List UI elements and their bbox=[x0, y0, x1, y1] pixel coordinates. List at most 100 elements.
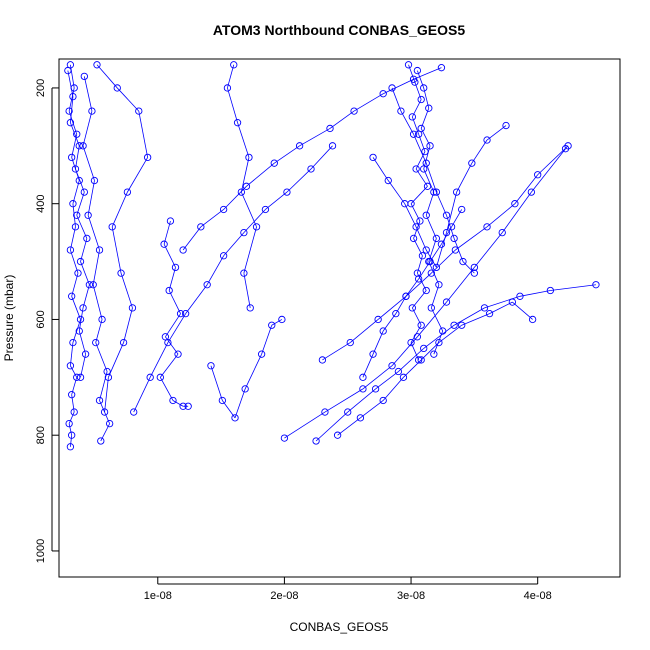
data-point bbox=[95, 396, 104, 405]
data-point bbox=[452, 188, 461, 196]
series-segment bbox=[159, 353, 179, 378]
data-point bbox=[409, 234, 418, 243]
data-point bbox=[412, 165, 420, 173]
data-point bbox=[407, 200, 415, 208]
series-segment bbox=[265, 191, 288, 210]
data-point bbox=[93, 61, 101, 69]
data-point bbox=[73, 211, 81, 219]
data-point bbox=[203, 281, 211, 289]
series-segment bbox=[489, 301, 513, 315]
series-segment bbox=[71, 296, 81, 320]
series-segment bbox=[80, 261, 90, 285]
series-segment bbox=[72, 180, 80, 204]
data-point bbox=[346, 338, 354, 347]
series-segment bbox=[514, 174, 539, 204]
series-segment bbox=[431, 249, 456, 274]
data-point bbox=[359, 385, 367, 393]
data-point bbox=[207, 362, 215, 370]
series-segment bbox=[70, 249, 79, 274]
series-segment bbox=[68, 411, 75, 424]
series-segment bbox=[404, 203, 417, 228]
series-segment bbox=[446, 215, 455, 239]
series-segment bbox=[362, 365, 393, 390]
series-segment bbox=[453, 238, 464, 262]
data-point bbox=[68, 391, 76, 399]
data-point bbox=[417, 356, 425, 364]
data-point bbox=[458, 205, 466, 214]
data-point bbox=[135, 107, 143, 115]
data-point bbox=[104, 373, 113, 381]
data-point bbox=[379, 396, 387, 405]
series-segment bbox=[430, 307, 444, 332]
data-point bbox=[356, 414, 365, 422]
data-point bbox=[240, 228, 248, 237]
data-point bbox=[402, 292, 410, 300]
data-point bbox=[97, 437, 105, 445]
data-point bbox=[65, 107, 73, 115]
series-segment bbox=[531, 148, 566, 193]
series-segment bbox=[337, 417, 361, 436]
series-segment bbox=[423, 145, 431, 170]
data-point bbox=[69, 200, 77, 208]
series-segment bbox=[372, 330, 384, 355]
x-axis-label: CONBAS_GEOS5 bbox=[290, 620, 389, 634]
series-segment bbox=[108, 342, 124, 378]
data-point bbox=[246, 304, 254, 312]
series-14 bbox=[404, 61, 432, 364]
data-point bbox=[432, 263, 441, 272]
series-13 bbox=[369, 121, 510, 272]
series-segment bbox=[243, 209, 266, 233]
data-point bbox=[66, 119, 75, 127]
series-17 bbox=[388, 84, 479, 277]
series-segment bbox=[67, 70, 74, 97]
series-segment bbox=[243, 226, 257, 274]
series-segment bbox=[70, 226, 76, 251]
series-segment bbox=[284, 411, 326, 439]
data-point bbox=[399, 373, 408, 381]
series-segment bbox=[362, 354, 374, 378]
data-point bbox=[508, 298, 517, 306]
data-point bbox=[388, 84, 396, 92]
data-point bbox=[69, 338, 77, 347]
series-segment bbox=[423, 324, 455, 349]
data-point bbox=[241, 385, 249, 393]
data-point bbox=[160, 240, 168, 248]
data-point bbox=[146, 373, 154, 381]
data-point bbox=[426, 257, 434, 266]
series-segment bbox=[104, 377, 109, 413]
series-segment bbox=[68, 110, 78, 135]
data-point bbox=[130, 408, 138, 416]
series-segment bbox=[425, 215, 437, 239]
series-segment bbox=[425, 163, 437, 193]
series-segment bbox=[244, 354, 262, 390]
series-3 bbox=[93, 61, 152, 416]
data-point bbox=[432, 234, 441, 243]
data-point bbox=[69, 92, 77, 101]
series-10 bbox=[333, 298, 537, 439]
data-point bbox=[485, 310, 494, 318]
data-point bbox=[435, 338, 443, 347]
data-point bbox=[422, 211, 430, 219]
series-8 bbox=[207, 315, 286, 422]
series-segment bbox=[234, 388, 246, 418]
data-point bbox=[164, 338, 172, 347]
series-segment bbox=[425, 191, 435, 216]
series-segment bbox=[405, 272, 432, 297]
data-point bbox=[426, 142, 434, 150]
series-segment bbox=[484, 295, 521, 309]
series-segment bbox=[412, 290, 427, 309]
data-point bbox=[430, 350, 438, 358]
series-segment bbox=[168, 290, 181, 314]
data-point bbox=[165, 286, 173, 295]
data-point bbox=[422, 286, 430, 295]
data-point bbox=[414, 356, 423, 364]
series-segment bbox=[83, 76, 93, 112]
series-segment bbox=[501, 191, 532, 233]
data-point bbox=[397, 107, 405, 115]
series-segment bbox=[111, 226, 122, 274]
data-point bbox=[409, 130, 418, 138]
series-segment bbox=[423, 168, 435, 193]
series-segment bbox=[398, 348, 424, 372]
series-12 bbox=[318, 142, 572, 364]
